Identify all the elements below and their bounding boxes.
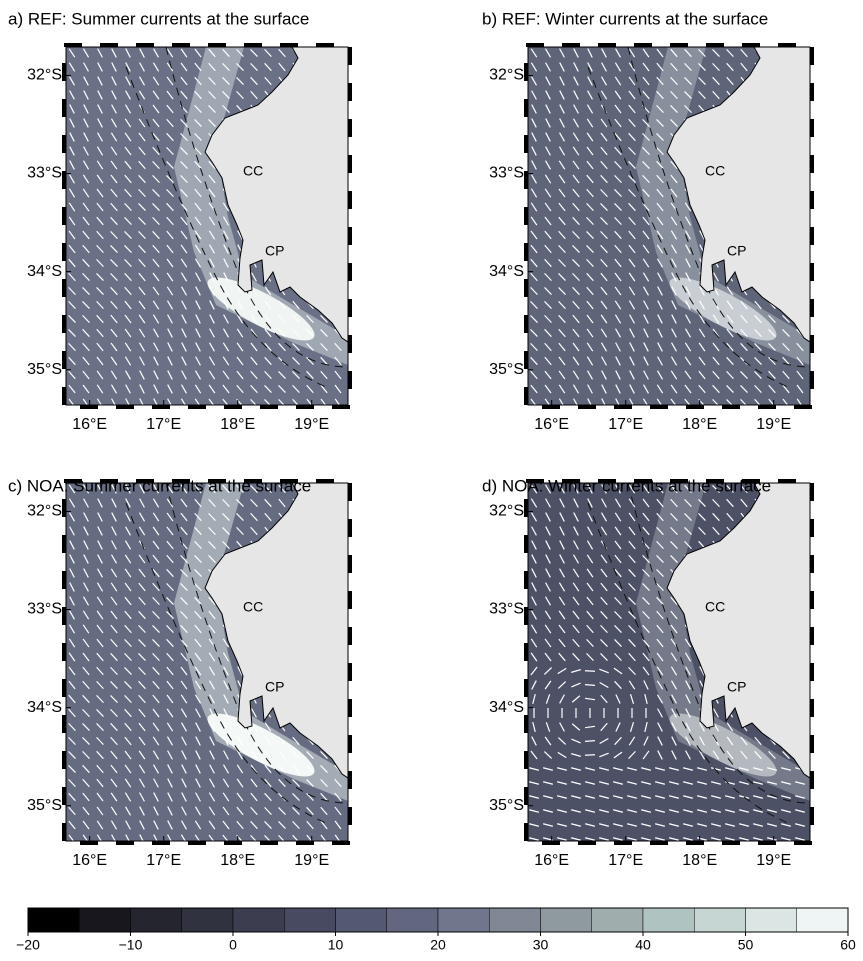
panel-title: c) NOA: Summer currents at the surface	[8, 476, 311, 495]
colorbar-bin	[694, 908, 745, 932]
y-tick-label: 32°S	[489, 67, 524, 84]
x-tick-label: 18°E	[682, 852, 717, 869]
y-tick-label: 32°S	[489, 503, 524, 520]
place-label: CP	[727, 679, 746, 695]
colorbar-tick-label: 40	[635, 937, 651, 953]
map-body	[528, 47, 810, 407]
x-tick-label: 18°E	[682, 416, 717, 433]
colorbar-bin	[131, 908, 182, 932]
colorbar-bin	[438, 908, 489, 932]
map-body	[66, 47, 348, 407]
map-panel: 16°E 17°E 18°E 19°E 32°S 33°S 34°S 35°S CC CP	[27, 45, 350, 433]
y-tick-label: 35°S	[489, 797, 524, 814]
colorbar-bin	[797, 908, 848, 932]
panel-title: b) REF: Winter currents at the surface	[482, 9, 768, 28]
y-tick-label: 34°S	[489, 263, 524, 280]
x-tick-label: 17°E	[608, 852, 643, 869]
y-tick-label: 33°S	[489, 601, 524, 618]
place-label: CC	[243, 599, 263, 615]
y-tick-label: 32°S	[27, 503, 62, 520]
colorbar-bin	[233, 908, 284, 932]
y-tick-label: 33°S	[489, 165, 524, 182]
x-tick-label: 19°E	[294, 852, 329, 869]
place-label: CP	[265, 679, 284, 695]
x-tick-label: 17°E	[146, 852, 181, 869]
colorbar-tick-label: 10	[328, 937, 344, 953]
colorbar-bin	[182, 908, 233, 932]
x-tick-label: 16°E	[534, 852, 569, 869]
colorbar-tick-label: 30	[533, 937, 549, 953]
x-tick-label: 17°E	[146, 416, 181, 433]
colorbar-bin	[336, 908, 387, 932]
x-tick-label: 19°E	[756, 852, 791, 869]
current-vector	[585, 741, 595, 742]
current-vector	[585, 685, 595, 686]
x-tick-label: 18°E	[220, 852, 255, 869]
colorbar-bin	[746, 908, 797, 932]
place-label: CP	[727, 243, 746, 259]
map-panel: 16°E 17°E 18°E 19°E 32°S 33°S 34°S 35°S CC CP	[489, 45, 812, 433]
y-tick-label: 32°S	[27, 67, 62, 84]
y-tick-label: 35°S	[489, 361, 524, 378]
y-tick-label: 34°S	[27, 699, 62, 716]
panel-title: d) NOA: Winter currents at the surface	[482, 476, 771, 495]
x-tick-label: 18°E	[220, 416, 255, 433]
colorbar-tick-label: 60	[840, 937, 856, 953]
x-tick-label: 17°E	[608, 416, 643, 433]
place-label: CC	[243, 163, 263, 179]
map-panel: 16°E 17°E 18°E 19°E 32°S 33°S 34°S 35°S CC CP	[489, 481, 812, 869]
x-tick-label: 16°E	[534, 416, 569, 433]
colorbar-bin	[592, 908, 643, 932]
y-tick-label: 34°S	[27, 263, 62, 280]
colorbar-bin	[284, 908, 335, 932]
colorbar-tick-label: 20	[430, 937, 446, 953]
colorbar-bin	[387, 908, 438, 932]
place-label: CC	[705, 163, 725, 179]
colorbar-bin	[79, 908, 130, 932]
x-tick-label: 16°E	[72, 416, 107, 433]
colorbar-tick-label: −10	[119, 937, 143, 953]
x-tick-label: 19°E	[756, 416, 791, 433]
y-tick-label: 35°S	[27, 361, 62, 378]
y-tick-label: 33°S	[27, 165, 62, 182]
x-tick-label: 16°E	[72, 852, 107, 869]
map-body	[528, 483, 810, 841]
colorbar-bin	[541, 908, 592, 932]
colorbar-tick-label: 0	[229, 937, 237, 953]
panel-title: a) REF: Summer currents at the surface	[8, 9, 309, 28]
colorbar-tick-label: 50	[738, 937, 754, 953]
colorbar-tick-label: −20	[16, 937, 40, 953]
colorbar-bin	[28, 908, 79, 932]
place-label: CC	[705, 599, 725, 615]
place-label: CP	[265, 243, 284, 259]
y-tick-label: 34°S	[489, 699, 524, 716]
colorbar-bin	[489, 908, 540, 932]
map-body	[66, 483, 348, 843]
y-tick-label: 35°S	[27, 797, 62, 814]
colorbar-bin	[643, 908, 694, 932]
y-tick-label: 33°S	[27, 601, 62, 618]
map-panel: 16°E 17°E 18°E 19°E 32°S 33°S 34°S 35°S CC CP	[27, 481, 350, 869]
x-tick-label: 19°E	[294, 416, 329, 433]
